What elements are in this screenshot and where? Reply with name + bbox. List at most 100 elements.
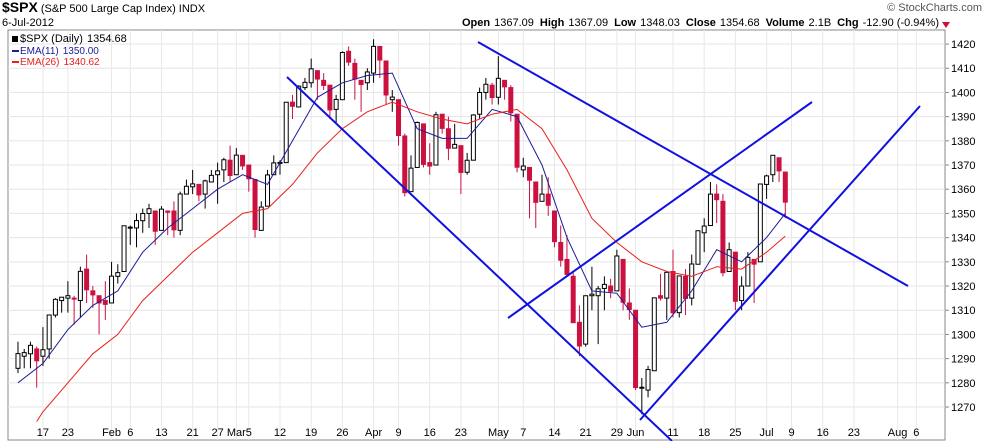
legend-value: 1350.00	[63, 46, 100, 57]
y-tick-label: 1380	[951, 136, 975, 148]
y-tick-label: 1270	[951, 402, 975, 414]
candle-body	[389, 96, 395, 101]
candle-body	[720, 200, 726, 274]
candle-body	[358, 79, 364, 85]
quote-label: Chg	[837, 17, 858, 29]
candle-body	[221, 159, 227, 171]
candle-body	[707, 193, 713, 227]
candle-body	[452, 143, 458, 149]
legend-name: EMA(11)	[20, 46, 59, 57]
x-tick-label: 25	[729, 427, 741, 439]
x-tick-label: Jul	[760, 427, 774, 439]
trend-line	[477, 41, 909, 287]
candle-body	[383, 60, 389, 96]
quote-value: 1348.03	[640, 17, 680, 29]
candle-body	[227, 159, 233, 176]
legend-name: EMA(26)	[20, 57, 59, 68]
candle-body	[676, 275, 682, 314]
candle-body	[745, 256, 751, 287]
candle-body	[283, 101, 289, 164]
y-tick-label: 1360	[951, 184, 975, 196]
candle-body	[520, 165, 526, 171]
y-tick-label: 1350	[951, 208, 975, 220]
candle-body	[645, 369, 651, 391]
candle-body	[595, 288, 601, 297]
symbol-name: (S&P 500 Large Cap Index) INDX	[41, 3, 206, 15]
legend-value: 1354.68	[87, 33, 127, 45]
candle-body	[289, 101, 295, 107]
legend-entry: EMA(26) 1340.62	[20, 57, 100, 68]
x-tick-label: 27	[211, 427, 223, 439]
candle-body	[589, 293, 595, 297]
candle-body	[177, 193, 183, 231]
candle-body	[34, 348, 40, 362]
x-tick-label: 19	[305, 427, 317, 439]
ema-line	[36, 101, 786, 422]
candle-body	[233, 154, 239, 176]
candle-body	[701, 225, 707, 234]
x-tick-label: 11	[667, 427, 678, 439]
candle-body	[302, 81, 308, 89]
candle-body	[158, 208, 164, 231]
legend-entry: EMA(11) 1350.00	[20, 46, 99, 57]
x-tick-label: 17	[37, 427, 49, 439]
y-tick-label: 1390	[951, 112, 975, 124]
change-arrow	[942, 22, 950, 28]
candle-body	[402, 135, 408, 194]
candle-body	[371, 45, 377, 74]
candle-body	[633, 309, 639, 389]
candle-body	[583, 295, 589, 345]
candle-body	[620, 258, 626, 303]
legend-name: $SPX (Daily)	[20, 33, 83, 45]
x-tick-label: 16	[424, 427, 436, 439]
x-tick-label: 29	[611, 427, 623, 439]
candle-body	[508, 87, 514, 114]
candle-body	[27, 344, 33, 355]
candle-body	[71, 297, 77, 300]
x-tick-label: 23	[62, 427, 74, 439]
candle-body	[495, 77, 501, 98]
candle-body	[134, 220, 140, 229]
candle-body	[689, 263, 695, 299]
y-tick-label: 1300	[951, 329, 975, 341]
candle-body	[46, 314, 52, 350]
y-tick-label: 1320	[951, 281, 975, 293]
trend-line	[639, 105, 921, 421]
candle-body	[190, 183, 196, 188]
x-tick-label: Aug	[888, 427, 908, 439]
candle-body	[21, 352, 27, 357]
x-tick-label: 23	[455, 427, 467, 439]
candle-body	[333, 98, 339, 110]
candle-body	[146, 208, 152, 214]
candle-body	[215, 170, 221, 176]
x-tick-label: Feb	[102, 427, 121, 439]
candle-body	[121, 225, 127, 273]
y-tick-label: 1280	[951, 378, 975, 390]
candle-body	[782, 171, 788, 203]
candle-body	[396, 99, 402, 137]
candle-body	[252, 179, 258, 231]
x-tick-label: Jun	[627, 427, 645, 439]
candle-body	[408, 167, 414, 193]
candle-body	[364, 71, 370, 84]
candle-body	[514, 113, 520, 168]
candle-body	[171, 210, 177, 231]
candle-body	[77, 270, 83, 302]
header: $SPX (S&P 500 Large Cap Index) INDX	[2, 0, 206, 15]
x-tick-label: 14	[548, 427, 560, 439]
candle-body	[90, 290, 96, 296]
candle-body	[265, 174, 271, 207]
candle-body	[564, 258, 570, 275]
x-tick-label: 6	[913, 427, 919, 439]
y-tick-label: 1370	[951, 160, 975, 172]
candle-body	[658, 295, 664, 299]
candle-body	[115, 272, 121, 277]
candle-body	[127, 226, 133, 229]
candle-body	[558, 241, 564, 261]
candle-body	[601, 283, 607, 289]
candle-body	[196, 183, 202, 196]
candle-body	[352, 62, 358, 80]
candle-body	[84, 268, 90, 291]
candle-body	[757, 183, 763, 263]
x-tick-label: 21	[187, 427, 199, 439]
